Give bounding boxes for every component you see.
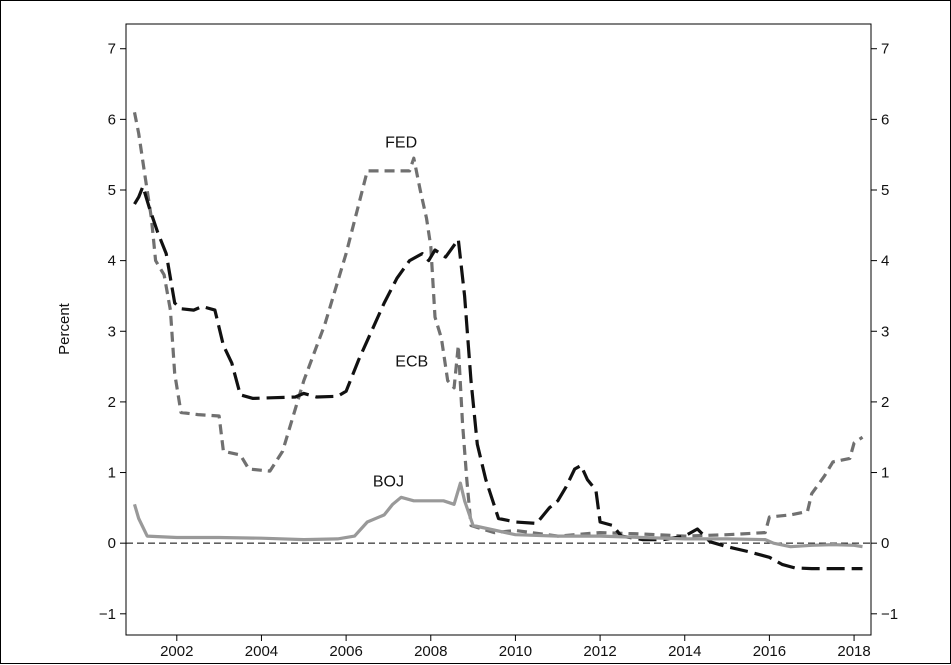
y-tick-label-left: 1 (108, 465, 116, 482)
y-axis-right: −1 0 1 2 3 4 5 6 7 (871, 41, 898, 623)
y-tick-label-right: 4 (881, 253, 889, 270)
x-tick-label: 2016 (753, 643, 786, 660)
y-tick-label-right: 5 (881, 182, 889, 199)
x-tick-label: 2014 (668, 643, 701, 660)
series-layer (132, 111, 864, 571)
y-tick-label-right: 0 (881, 535, 889, 552)
x-tick-label: 2004 (245, 643, 278, 660)
y-tick-label-left: 4 (108, 253, 116, 270)
y-tick-label-right: 1 (881, 465, 889, 482)
y-tick-label-right: 2 (881, 394, 889, 411)
x-tick-label: 2010 (499, 643, 532, 660)
x-tick-label: 2002 (160, 643, 193, 660)
y-tick-label-right: −1 (881, 606, 898, 623)
series-label-ecb: ECB (395, 354, 428, 371)
y-tick-label-left: 0 (108, 535, 116, 552)
series-label-fed: FED (385, 135, 417, 152)
series-label-boj: BOJ (373, 474, 404, 491)
y-tick-label-left: 7 (108, 41, 116, 58)
y-tick-label-left: 5 (108, 182, 116, 199)
y-tick-label-right: 6 (881, 111, 889, 128)
y-axis-title: Percent (56, 302, 73, 355)
series-line-fed (132, 111, 864, 538)
y-tick-label-left: 6 (108, 111, 116, 128)
series-line-ecb (133, 184, 863, 571)
y-tick-label-left: −1 (99, 606, 116, 623)
y-tick-label-left: 2 (108, 394, 116, 411)
y-tick-label-right: 3 (881, 323, 889, 340)
y-axis-left: −1 0 1 2 3 4 5 6 7 (99, 41, 126, 623)
series-labels: FED ECB BOJ (373, 135, 428, 491)
series-line-boj (132, 481, 863, 549)
x-tick-label: 2018 (837, 643, 870, 660)
x-tick-label: 2006 (329, 643, 362, 660)
x-tick-label: 2012 (583, 643, 616, 660)
y-tick-label-left: 3 (108, 323, 116, 340)
x-axis: 2002 2004 2006 2008 2010 2012 2014 2016 2018 (160, 635, 871, 660)
y-tick-label-right: 7 (881, 41, 889, 58)
x-tick-label: 2008 (414, 643, 447, 660)
